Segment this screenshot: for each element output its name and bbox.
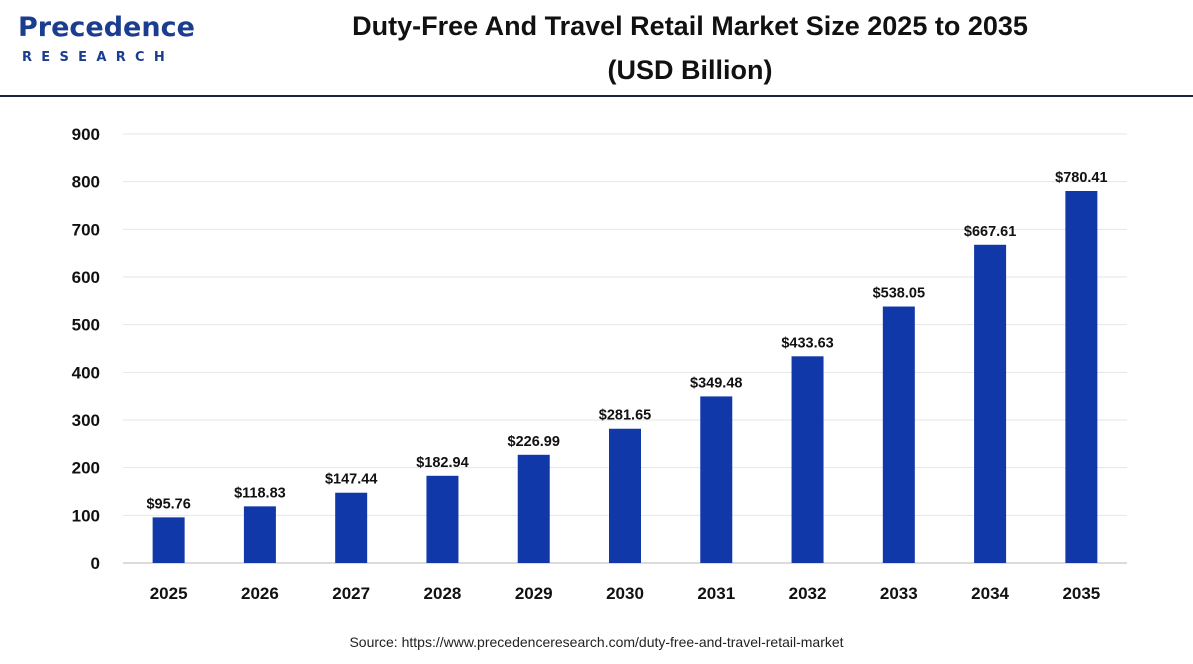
logo-subtitle: RESEARCH bbox=[22, 50, 175, 65]
y-tick-label: 500 bbox=[72, 316, 100, 335]
x-tick-label: 2029 bbox=[515, 584, 553, 603]
x-tick-label: 2027 bbox=[332, 584, 370, 603]
data-label: $349.48 bbox=[690, 375, 742, 391]
bar bbox=[700, 396, 733, 563]
bar bbox=[517, 454, 550, 563]
data-label: $281.65 bbox=[599, 408, 651, 424]
y-tick-label: 800 bbox=[72, 173, 100, 192]
y-tick-label: 100 bbox=[72, 506, 100, 525]
y-tick-label: 700 bbox=[72, 220, 100, 239]
x-tick-label: 2031 bbox=[697, 584, 735, 603]
data-label: $182.94 bbox=[416, 455, 468, 471]
bar bbox=[609, 428, 641, 563]
data-label: $118.83 bbox=[234, 485, 286, 501]
y-tick-label: 400 bbox=[72, 363, 100, 382]
logo-wordmark: Precedence bbox=[18, 12, 195, 43]
precedence-research-logo: Precedence RESEARCH bbox=[18, 12, 198, 72]
bar bbox=[791, 356, 824, 563]
x-tick-label: 2030 bbox=[606, 584, 644, 603]
source-note: Source: https://www.precedenceresearch.c… bbox=[349, 634, 844, 650]
data-label: $667.61 bbox=[964, 224, 1016, 240]
y-tick-label: 0 bbox=[91, 554, 100, 573]
data-label: $147.44 bbox=[325, 472, 377, 488]
chart-title: Duty-Free And Travel Retail Market Size … bbox=[240, 4, 1140, 92]
chart-title-line-1: Duty-Free And Travel Retail Market Size … bbox=[352, 11, 1028, 41]
data-label: $95.76 bbox=[146, 496, 190, 512]
bar bbox=[1065, 191, 1098, 563]
data-label: $780.41 bbox=[1055, 170, 1107, 186]
bar bbox=[882, 306, 915, 563]
x-tick-label: 2025 bbox=[150, 584, 188, 603]
x-tick-label: 2035 bbox=[1062, 584, 1100, 603]
x-tick-label: 2028 bbox=[424, 584, 462, 603]
header: Precedence RESEARCH Duty-Free And Travel… bbox=[0, 0, 1193, 97]
x-tick-label: 2033 bbox=[880, 584, 918, 603]
y-tick-label: 900 bbox=[72, 125, 100, 144]
chart-title-line-2: (USD Billion) bbox=[607, 55, 773, 85]
bar-chart: 0 100 200 300 400 500 600 700 800 900 $95.76 2025 $1… bbox=[72, 125, 1127, 603]
bar bbox=[335, 492, 368, 563]
x-tick-label: 2034 bbox=[971, 584, 1009, 603]
y-tick-label: 300 bbox=[72, 411, 100, 430]
y-tick-label: 600 bbox=[72, 268, 100, 287]
bar bbox=[426, 475, 459, 563]
bar bbox=[974, 244, 1007, 563]
y-tick-label: 200 bbox=[72, 459, 100, 478]
bar bbox=[152, 517, 185, 563]
x-tick-label: 2032 bbox=[789, 584, 827, 603]
data-label: $433.63 bbox=[781, 335, 833, 351]
x-tick-label: 2026 bbox=[241, 584, 279, 603]
data-label: $538.05 bbox=[873, 286, 925, 302]
data-label: $226.99 bbox=[508, 434, 560, 450]
bar bbox=[243, 506, 276, 563]
